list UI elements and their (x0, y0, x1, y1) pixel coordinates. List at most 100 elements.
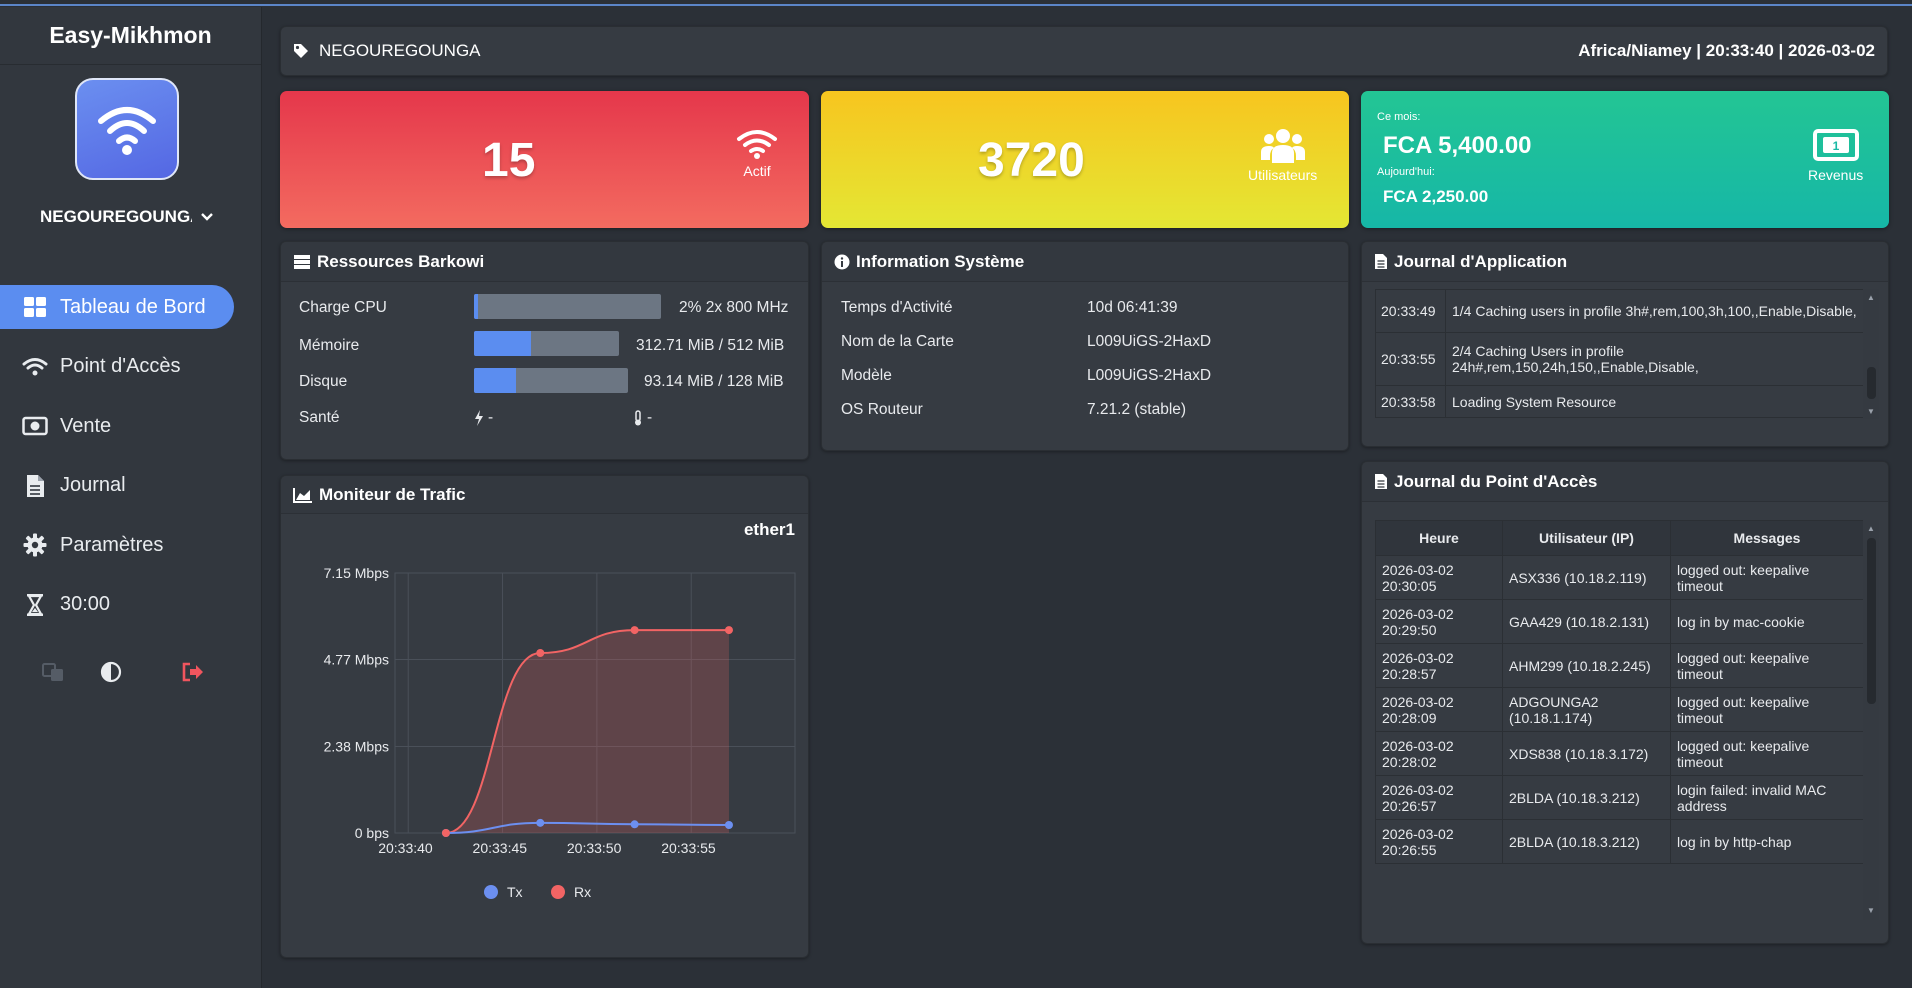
traffic-monitor-panel: Moniteur de Trafic ether1 0 bps 2.38 Mbps 4… (280, 475, 809, 958)
column-header-time[interactable]: Heure (1375, 520, 1503, 556)
server-icon (294, 254, 310, 269)
document-icon (22, 473, 48, 499)
hotspot-log-panel: Journal du Point d'Accès Heure Utilisate… (1361, 461, 1889, 944)
users-label: Utilisateurs (1248, 167, 1318, 183)
logout-icon[interactable] (180, 659, 206, 685)
top-accent-line (0, 0, 1912, 6)
chevron-down-icon (201, 213, 213, 221)
resources-title: Ressources Barkowi (317, 251, 485, 271)
temperature-readout: - (633, 409, 652, 427)
tag-icon (294, 44, 308, 58)
log-date: 2026-03-02 (1382, 605, 1454, 622)
y-tick-label: 7.15 Mbps (324, 565, 389, 581)
legend-tx-marker (484, 885, 498, 899)
log-date: 2026-03-02 (1382, 561, 1454, 578)
log-datetime: 2026-03-02 20:30:05 (1375, 555, 1503, 600)
sidebar-item-label: Journal (60, 474, 126, 496)
wifi-icon (737, 130, 777, 159)
users-icon (1260, 129, 1305, 163)
os-label: OS Routeur (841, 401, 923, 418)
log-date: 2026-03-02 (1382, 781, 1454, 798)
header-datetime: Africa/Niamey | 20:33:40 | 2026-03-02 (1578, 41, 1875, 60)
log-date: 2026-03-02 (1382, 825, 1454, 842)
log-time: 20:33:49 (1375, 289, 1446, 333)
memory-label: Mémoire (299, 337, 360, 354)
disk-bar (474, 368, 628, 393)
log-date: 2026-03-02 (1382, 693, 1454, 710)
x-tick-label: 20:33:40 (378, 840, 433, 856)
table-row: 2026-03-02 20:28:09 ADGOUNGA2 (10.18.1.174… (1375, 687, 1864, 732)
active-count: 15 (482, 134, 536, 187)
info-icon (834, 254, 850, 269)
rx-line (445, 629, 729, 834)
hotspot-log-title: Journal du Point d'Accès (1394, 471, 1598, 491)
voltage-value: - (488, 409, 494, 426)
log-message: logged out: keepalive timeout (1670, 555, 1864, 600)
log-message: log in by http-chap (1670, 819, 1864, 864)
contrast-icon[interactable] (98, 659, 124, 685)
board-name-value: L009UiGS-2HaxD (1087, 333, 1212, 350)
table-row: 2026-03-02 20:26:57 2BLDA (10.18.3.212) log… (1375, 775, 1864, 820)
active-users-card: 15 Actif (280, 91, 809, 228)
log-time: 20:26:57 (1382, 797, 1437, 814)
table-header-row: Heure Utilisateur (IP) Messages (1375, 520, 1864, 556)
rx-area (445, 630, 729, 833)
app-log-table: 20:33:49 1/4 Caching users in profile 3h… (1375, 289, 1864, 418)
log-time: 20:33:58 (1375, 385, 1446, 418)
traffic-chart: ether1 0 bps 2.38 Mbps 4.77 Mbps 7.15 Mbps 20… (324, 520, 796, 900)
log-user: GAA429 (10.18.2.131) (1502, 599, 1671, 644)
tx-line (445, 821, 729, 834)
today-revenue: FCA 2,250.00 (1383, 187, 1489, 206)
revenue-label: Revenus (1808, 167, 1864, 183)
app-log-title: Journal d'Application (1394, 251, 1568, 271)
y-tick-label: 2.38 Mbps (324, 738, 389, 754)
log-user: AHM299 (10.18.2.245) (1502, 643, 1671, 688)
sidebar-item-journal[interactable]: Journal (0, 464, 234, 508)
table-row: 2026-03-02 20:28:57 AHM299 (10.18.2.245) lo… (1375, 643, 1864, 688)
tx-point (724, 821, 733, 829)
log-row: 20:33:55 2/4 Caching Users in profile 24… (1375, 332, 1864, 386)
log-message: logged out: keepalive timeout (1670, 643, 1864, 688)
bolt-icon (475, 410, 483, 426)
log-message: log in by mac-cookie (1670, 599, 1864, 644)
sidebar-item-settings[interactable]: Paramètres (0, 523, 234, 567)
disk-value: 93.14 MiB / 128 MiB (644, 373, 784, 390)
x-tick-label: 20:33:55 (661, 840, 716, 856)
log-message: logged out: keepalive timeout (1670, 731, 1864, 776)
table-row: 2026-03-02 20:28:02 XDS838 (10.18.3.172) lo… (1375, 731, 1864, 776)
rx-point (536, 649, 545, 657)
health-label: Santé (299, 409, 340, 426)
os-value: 7.21.2 (stable) (1087, 401, 1187, 418)
sidebar-item-dashboard[interactable]: Tableau de Bord (0, 285, 234, 329)
document-icon (1375, 474, 1387, 489)
cpu-label: Charge CPU (299, 299, 387, 316)
tx-point (630, 820, 639, 829)
legend-tx-label: Tx (507, 884, 523, 900)
column-header-messages[interactable]: Messages (1670, 520, 1864, 556)
sidebar-item-sales[interactable]: Vente (0, 404, 234, 448)
today-label: Aujourd'hui: (1377, 166, 1435, 178)
hotspot-log-scrollbar[interactable]: ▲ ▼ (1863, 520, 1879, 920)
router-selector[interactable]: NEGOUREGOUNGA (40, 207, 240, 227)
log-row: 20:33:49 1/4 Caching users in profile 3h… (1375, 289, 1864, 333)
app-log-scrollbar[interactable]: ▲ ▼ (1863, 289, 1879, 419)
memory-bar-fill (474, 331, 531, 356)
hotspot-log-table: Heure Utilisateur (IP) Messages 2026-03-… (1375, 520, 1864, 864)
model-value: L009UiGS-2HaxD (1087, 367, 1212, 384)
sidebar-item-hotspot[interactable]: Point d'Accès (0, 345, 234, 389)
sidebar: Easy-Mikhmon NEGOUREGOUNGA Tableau de Bo… (0, 7, 262, 988)
log-datetime: 2026-03-02 20:28:02 (1375, 731, 1503, 776)
table-row: 2026-03-02 20:29:50 GAA429 (10.18.2.131) lo… (1375, 599, 1864, 644)
app-log-panel: Journal d'Application 20:33:49 1/4 Cachi… (1361, 241, 1889, 447)
column-header-user[interactable]: Utilisateur (IP) (1502, 520, 1671, 556)
system-title: Information Système (856, 251, 1025, 271)
dashboard-icon (22, 294, 48, 320)
wifi-icon (22, 354, 48, 380)
log-datetime: 2026-03-02 20:26:55 (1375, 819, 1503, 864)
log-time: 20:26:55 (1382, 841, 1437, 858)
model-label: Modèle (841, 367, 892, 384)
uptime-label: Temps d'Activité (841, 299, 953, 316)
language-icon[interactable] (40, 659, 66, 685)
log-datetime: 2026-03-02 20:28:57 (1375, 643, 1503, 688)
memory-value: 312.71 MiB / 512 MiB (636, 337, 785, 354)
